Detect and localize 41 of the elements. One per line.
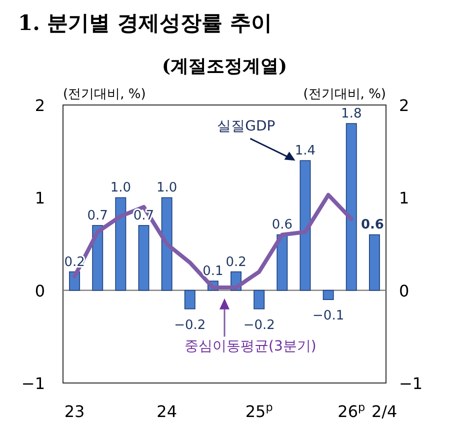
data-label: 1.0 [110, 180, 132, 196]
data-label: −0.2 [243, 318, 275, 333]
bar [138, 225, 150, 291]
data-label: 0.6 [272, 218, 293, 233]
y2-tick-label: 1 [399, 188, 410, 208]
bar [254, 290, 265, 310]
bar [368, 234, 380, 291]
y-tick-label: 0 [34, 281, 45, 300]
x-tick-label: 26$^{p}$ [338, 400, 366, 421]
text: 실질GDP [217, 118, 276, 135]
chart-subtitle: (계절조정계열) [162, 56, 288, 77]
bar [115, 197, 126, 291]
y-axis-title: (전기대비, %) [63, 87, 146, 102]
y2-axis-title: (전기대비, %) [303, 87, 386, 102]
data-label: 1.4 [294, 144, 316, 159]
y-tick-label: 2 [34, 96, 45, 115]
chart-title: 1. 분기별 경제성장률 추이 [18, 10, 272, 35]
y2-tick-label: 2 [399, 96, 410, 115]
x-tick-label: 24 [156, 402, 177, 421]
x-tick-label: 23 [64, 402, 85, 421]
bar [184, 290, 196, 310]
data-label: 0.7 [87, 208, 108, 224]
x-tick-label: 25$^{p}$ [245, 400, 273, 421]
data-label: 1.0 [156, 180, 178, 196]
y-tick-label: 1 [34, 188, 45, 208]
data-label: 0.2 [226, 254, 246, 270]
data-label: −0.2 [174, 318, 206, 333]
y-tick-label: −1 [21, 374, 45, 393]
data-label: 0.6 [360, 218, 384, 233]
legend-label: 중심이동평균(3분기) [184, 338, 316, 355]
data-label: −0.1 [312, 308, 344, 324]
bar [346, 123, 357, 291]
bar [322, 290, 334, 300]
data-label: 1.8 [341, 106, 362, 122]
bar [300, 160, 311, 291]
bar [276, 234, 288, 291]
y2-tick-label: −1 [399, 374, 423, 393]
x-tick-label: 2/4 [371, 402, 398, 421]
bar [161, 197, 172, 291]
y2-tick-label: 0 [399, 281, 410, 300]
data-label: 0.1 [202, 264, 224, 280]
